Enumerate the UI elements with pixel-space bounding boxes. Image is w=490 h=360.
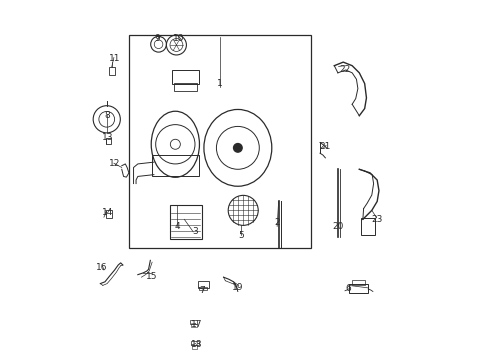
Bar [192,345,197,348]
Text: 13: 13 [102,132,113,141]
Text: 8: 8 [104,111,110,120]
Text: 14: 14 [102,208,113,217]
Text: 7: 7 [199,286,205,295]
Bar [352,280,365,285]
Text: 9: 9 [155,35,160,44]
Text: 4: 4 [174,222,180,231]
Text: 16: 16 [97,263,108,272]
Circle shape [234,144,242,152]
Text: 18: 18 [191,340,202,349]
Text: 19: 19 [232,283,244,292]
Bar [152,155,198,176]
Text: 22: 22 [340,65,351,74]
Text: 15: 15 [147,272,158,281]
Text: 5: 5 [239,231,245,240]
Bar [106,138,111,144]
Text: 12: 12 [109,159,121,168]
Bar [190,320,197,324]
Text: 3: 3 [192,227,198,236]
Bar [191,341,198,345]
Text: 10: 10 [173,35,185,44]
Text: 23: 23 [371,215,383,224]
Bar [174,83,197,91]
Bar [198,282,209,288]
Bar [106,210,112,217]
Bar [109,67,115,75]
Bar [192,324,197,327]
Text: 11: 11 [109,54,121,63]
Bar [348,284,368,293]
Text: 6: 6 [346,284,351,293]
Text: 17: 17 [191,320,202,329]
Bar [199,287,207,290]
Bar [170,205,202,239]
Text: 1: 1 [217,79,223,88]
Text: 20: 20 [332,222,343,231]
Bar [172,70,198,84]
Bar [361,218,375,235]
Text: 2: 2 [274,219,280,228]
Text: 21: 21 [319,141,331,150]
